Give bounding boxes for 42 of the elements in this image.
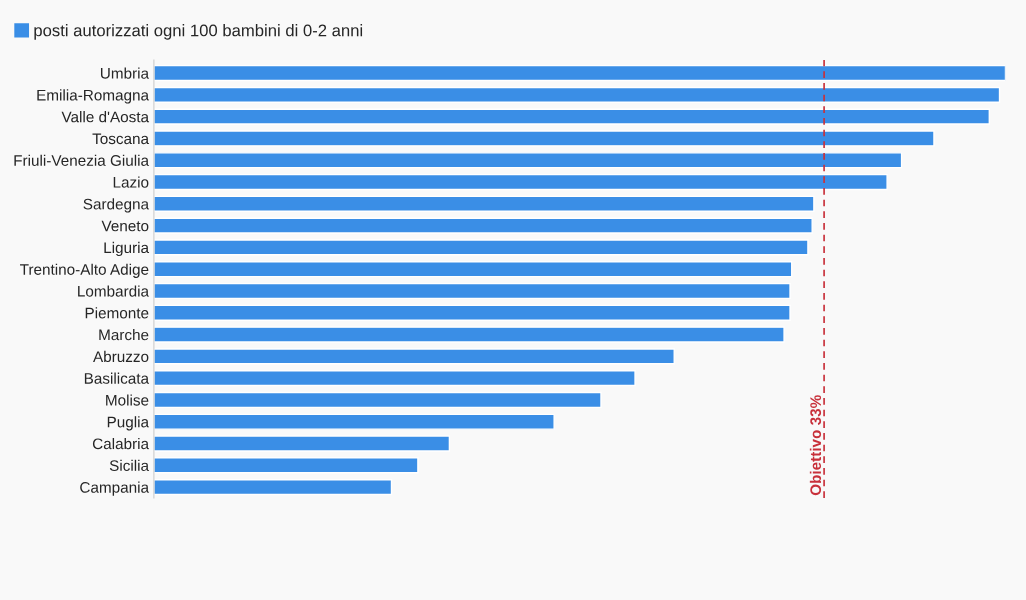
bar — [153, 64, 1006, 82]
y-tick-label: Campania — [80, 481, 150, 496]
bar — [153, 282, 791, 300]
bar — [153, 479, 393, 496]
y-tick-label: Sardegna — [83, 198, 150, 213]
bar — [153, 370, 636, 387]
y-tick-label: Lazio — [113, 176, 149, 188]
y-tick-label: Toscana — [92, 133, 150, 145]
bar — [153, 261, 793, 278]
y-tick-label: Piemonte — [85, 307, 149, 319]
bar — [153, 239, 809, 256]
bar — [153, 457, 419, 474]
bar — [153, 195, 815, 212]
bar — [153, 130, 935, 147]
y-tick-label: Friuli-Venezia Giulia — [14, 154, 150, 166]
legend-label: posti autorizzati ogni 100 bambini di 0-2 anni — [34, 24, 363, 40]
bar — [153, 326, 785, 343]
y-tick-label: Liguria — [104, 241, 150, 257]
y-tick-label: Molise — [106, 394, 149, 406]
y-tick-label: Abruzzo — [93, 350, 149, 363]
y-tick-label: Valle d'Aosta — [61, 111, 150, 123]
y-tick-label: Sicilia — [109, 459, 150, 471]
bar — [153, 304, 791, 321]
ref-line-label: Obiettivo 33% — [809, 395, 822, 496]
bar — [153, 173, 888, 191]
y-tick-label: Marche — [99, 329, 149, 341]
y-tick-label: Umbria — [100, 67, 150, 79]
bar — [153, 391, 602, 409]
y-tick-label: Calabria — [92, 437, 150, 450]
y-tick-label: Lombardia — [78, 285, 150, 297]
y-tick-label: Puglia — [107, 416, 150, 431]
bar — [153, 217, 813, 234]
y-tick-label: Trentino-Alto Adige — [20, 263, 149, 278]
bar — [153, 348, 675, 365]
bar — [153, 413, 555, 430]
bar — [153, 152, 903, 169]
bar — [153, 86, 1001, 103]
bar — [153, 435, 451, 452]
y-tick-label: Emilia-Romagna — [37, 89, 150, 104]
y-tick-label: Veneto — [101, 220, 149, 232]
y-tick-label: Basilicata — [84, 372, 150, 384]
bar — [153, 108, 990, 125]
